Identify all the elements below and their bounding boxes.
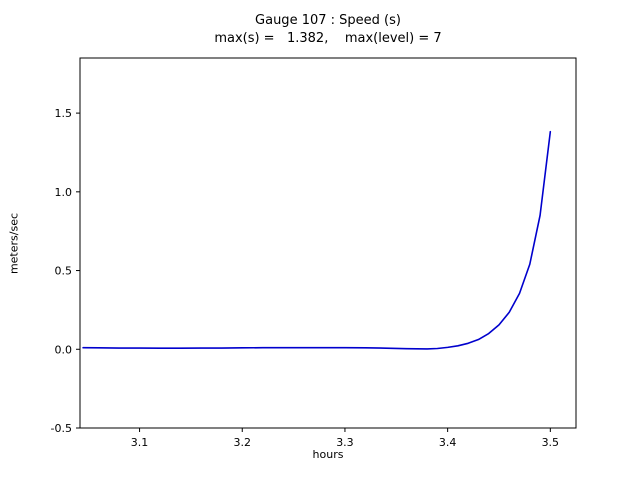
y-tick-label: 1.5 xyxy=(55,107,73,120)
speed-line xyxy=(82,130,552,350)
chart-title: Gauge 107 : Speed (s) xyxy=(255,13,401,28)
y-tick-label: 1.0 xyxy=(55,186,73,199)
x-axis-label: hours xyxy=(312,448,344,461)
y-axis-label: meters/sec xyxy=(7,212,21,275)
chart-subtitle: max(s) = 1.382, max(level) = 7 xyxy=(214,31,442,46)
x-tick-label: 3.2 xyxy=(234,436,252,449)
y-tick-label: 0.5 xyxy=(55,265,73,278)
axes-frame xyxy=(79,57,577,429)
x-tick-label: 3.4 xyxy=(439,436,457,449)
y-tick-label: 0.0 xyxy=(55,343,73,356)
y-tick-label: -0.5 xyxy=(51,422,72,435)
x-tick-label: 3.5 xyxy=(542,436,560,449)
x-tick-label: 3.3 xyxy=(336,436,354,449)
x-tick-label: 3.1 xyxy=(131,436,149,449)
